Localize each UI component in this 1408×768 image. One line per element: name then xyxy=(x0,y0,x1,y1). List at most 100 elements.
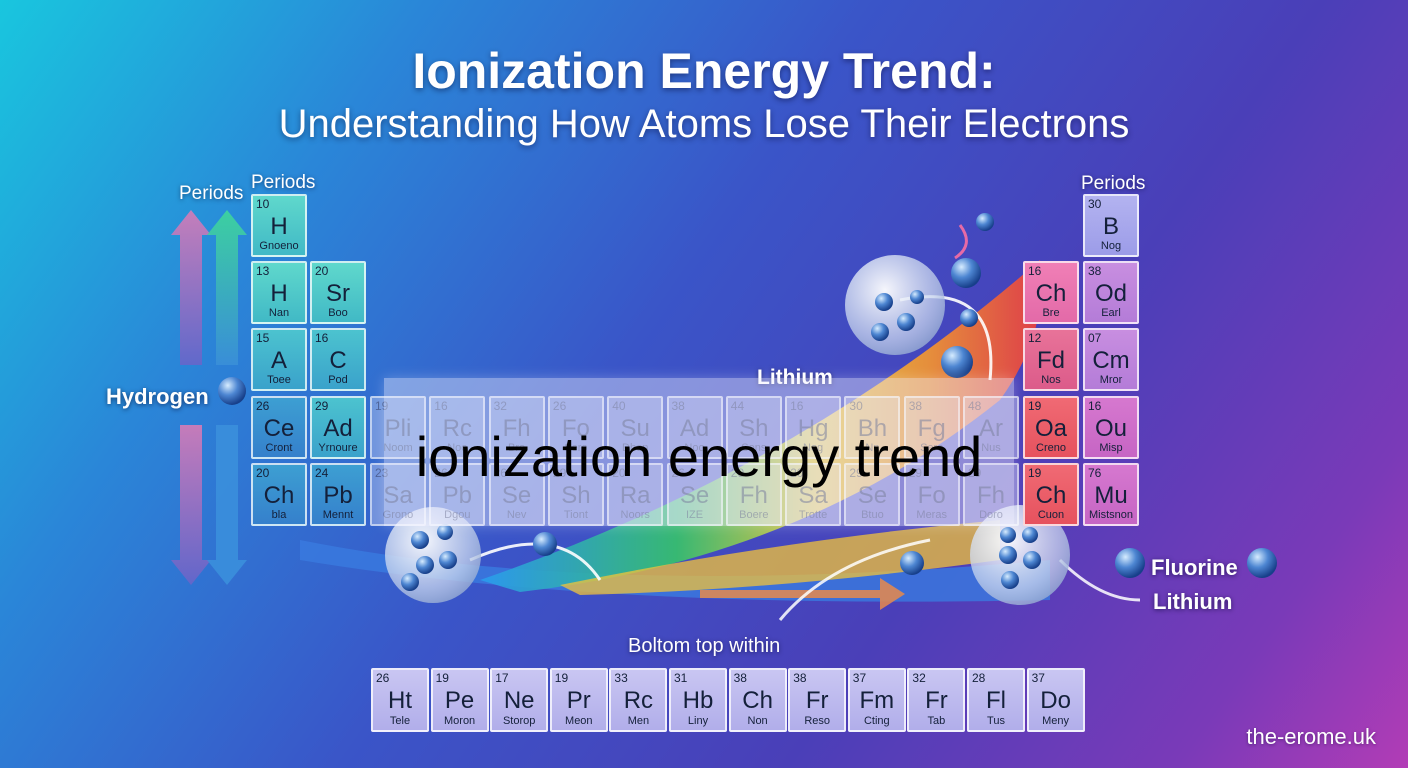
element-name: Men xyxy=(627,715,650,727)
element-symbol: H xyxy=(270,280,288,307)
element-name: Liny xyxy=(687,715,709,727)
element-tile: 20 Ch bla xyxy=(251,463,307,526)
element-number: 26 xyxy=(256,399,270,413)
element-number: 48 xyxy=(968,399,982,413)
element-number: 28 xyxy=(972,671,986,685)
element-number: 29 xyxy=(552,466,567,480)
hydrogen-label: Hydrogen xyxy=(106,384,209,409)
periods-label-outer: Periods xyxy=(179,183,244,204)
element-tile: 12 Fd Nos xyxy=(1023,328,1079,391)
lithium-top-label: Lithium xyxy=(757,366,833,389)
element-symbol: Pli xyxy=(384,415,412,442)
element-symbol: Cm xyxy=(1092,347,1130,374)
element-number: 31 xyxy=(674,671,688,685)
element-number: 29 xyxy=(968,466,982,480)
element-name: Tiont xyxy=(563,509,588,521)
fluorine-label: Fluorine xyxy=(1151,555,1238,580)
element-symbol: Ch xyxy=(1035,482,1067,509)
element-name: IZE xyxy=(685,509,704,521)
element-tile: 16 Hg Nog xyxy=(785,396,842,459)
element-symbol: Pe xyxy=(444,687,475,714)
element-number: 26 xyxy=(552,399,567,413)
element-name: Boere xyxy=(739,509,769,521)
element-name: Meny xyxy=(1042,715,1070,727)
element-symbol: Do xyxy=(1040,687,1071,714)
element-number: 15 xyxy=(256,331,270,345)
element-tile: 16 C Pod xyxy=(310,328,366,391)
element-name: Sons xyxy=(741,442,767,454)
element-number: 20 xyxy=(612,466,626,480)
element-tile: 30 Bh Nn xyxy=(844,396,901,459)
element-tile: 37 Fm Cting xyxy=(847,668,906,732)
element-tile: 24 Pb Mennt xyxy=(310,463,366,526)
element-tile: 29 Sh Tiont xyxy=(547,463,604,526)
periods-label-right: Periods xyxy=(1081,173,1146,194)
element-name: Noo xyxy=(447,442,468,454)
element-symbol: Ch xyxy=(1035,280,1067,307)
element-tile: 37 Do Meny xyxy=(1026,668,1085,732)
element-tile: 13 H Nan xyxy=(251,261,307,324)
lithium-right-label: Lithium xyxy=(1153,589,1233,614)
element-number: 24 xyxy=(315,466,329,480)
element-symbol: Sa xyxy=(798,482,828,509)
element-name: Cting xyxy=(863,715,890,727)
element-name: Moron xyxy=(444,715,476,727)
element-symbol: Ht xyxy=(388,687,412,714)
element-symbol: Hb xyxy=(682,687,714,714)
element-symbol: H xyxy=(270,213,288,240)
element-number: 32 xyxy=(493,399,507,413)
element-number: 38 xyxy=(908,399,923,413)
element-name: Trotte xyxy=(798,509,828,521)
element-name: Misp xyxy=(1099,442,1123,454)
element-number: 20 xyxy=(256,466,270,480)
element-number: 16 xyxy=(1088,399,1102,413)
element-tile: 10 H Gnoeno xyxy=(251,194,307,257)
element-symbol: Bh xyxy=(857,415,888,442)
element-name: Meon xyxy=(565,715,593,727)
element-symbol: Fh xyxy=(739,482,768,509)
element-tile: 19 Pe Moron xyxy=(430,668,489,732)
element-name: Sero xyxy=(564,442,588,454)
element-tile: 26 Ce Cront xyxy=(251,396,307,459)
element-symbol: A xyxy=(270,347,287,374)
element-name: Noom xyxy=(383,442,413,454)
element-symbol: Ce xyxy=(263,415,295,442)
element-symbol: Rc xyxy=(442,415,472,442)
element-tile: 28 Fl Tus xyxy=(967,668,1025,732)
element-number: 19 xyxy=(1028,399,1042,413)
element-number: 26 xyxy=(376,671,390,685)
element-name: Yrnoure xyxy=(318,442,358,454)
element-tile: 38 Ad Noo xyxy=(666,396,723,459)
element-symbol: Sh xyxy=(739,415,769,442)
element-tile: 38 Fg Sero xyxy=(903,396,960,459)
element-number: 12 xyxy=(1028,331,1042,345)
element-tile: 29 Fo Meras xyxy=(903,463,960,526)
element-name: Earl xyxy=(1101,307,1121,319)
element-tile: 32 Fr Tab xyxy=(907,668,966,732)
element-symbol: Hg xyxy=(797,415,829,442)
element-name: Doro xyxy=(979,509,1003,521)
element-name: bla xyxy=(271,509,287,521)
element-symbol: Od xyxy=(1094,280,1127,307)
element-tile: 15 A Toee xyxy=(251,328,307,391)
element-number: 40 xyxy=(612,399,626,413)
element-number: 17 xyxy=(495,671,509,685)
element-tile: 19 Pr Meon xyxy=(549,668,608,732)
element-symbol: Ad xyxy=(679,415,710,442)
element-tile: 44 Sh Sons xyxy=(725,396,782,459)
element-symbol: Mu xyxy=(1094,482,1128,509)
element-name: Meras xyxy=(916,509,947,521)
element-number: 19 xyxy=(554,671,569,685)
element-number: 26 xyxy=(434,466,448,480)
element-symbol: Se xyxy=(857,482,888,509)
element-number: 26 xyxy=(493,466,507,480)
element-number: 29 xyxy=(908,466,923,480)
element-symbol: Pb xyxy=(442,482,472,509)
element-symbol: Ad xyxy=(323,415,353,442)
element-tile: 33 Rc Men xyxy=(609,668,668,732)
element-number: 30 xyxy=(1088,197,1102,211)
element-name: Tele xyxy=(389,715,411,727)
element-name: Storop xyxy=(502,715,536,727)
element-name: Non xyxy=(747,715,768,727)
